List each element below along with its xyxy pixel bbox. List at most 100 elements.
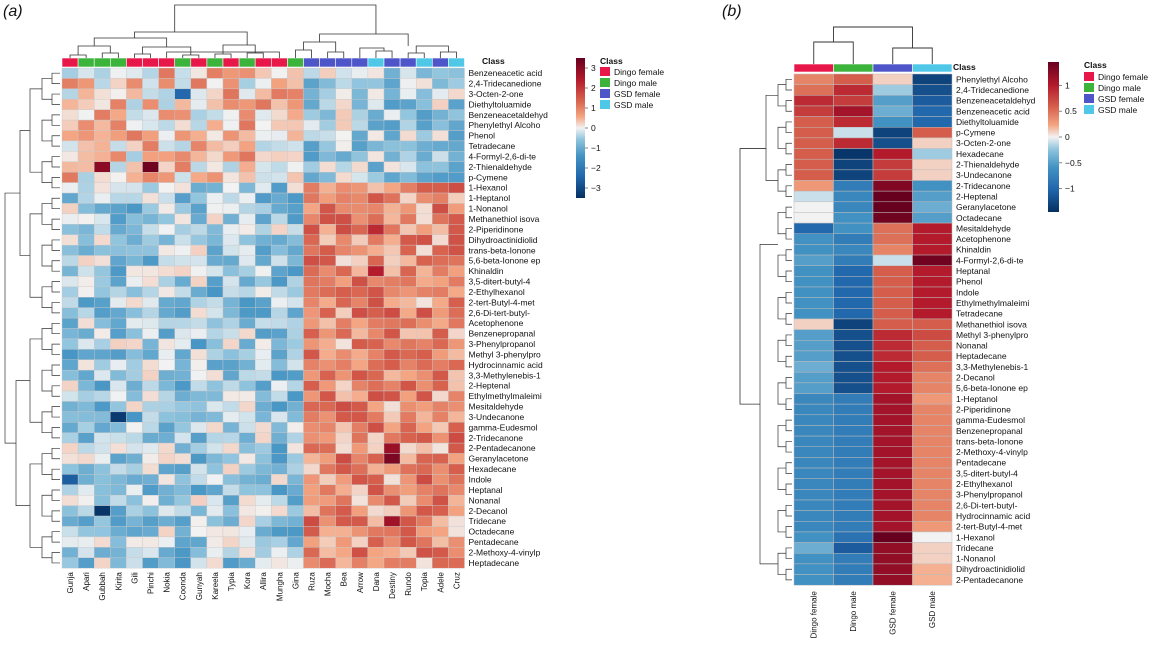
heatmap-cell (351, 411, 369, 423)
heatmap-cell (303, 286, 320, 298)
heatmap-cell (303, 317, 320, 329)
column-dendrogram-branch (375, 50, 393, 58)
row-dendrogram-branch (51, 468, 60, 480)
heatmap-cell (142, 317, 159, 329)
heatmap-cell (303, 255, 320, 267)
heatmap-cell (110, 505, 127, 517)
heatmap-cell (77, 182, 95, 194)
heatmap-cell (335, 99, 353, 110)
heatmap-cell (142, 547, 159, 558)
heatmap-cell (432, 442, 449, 454)
heatmap-cell (793, 158, 834, 171)
row-label: Indole (469, 475, 492, 485)
heatmap-cell (190, 67, 208, 79)
heatmap-cell (222, 359, 240, 371)
heatmap-cell (872, 435, 913, 448)
heatmap-cell (303, 244, 320, 256)
heatmap-cell (61, 203, 79, 215)
heatmap-cell (287, 234, 304, 246)
row-dendrogram-branch (785, 206, 792, 219)
heatmap-cell (335, 547, 353, 558)
row-label: Indole (956, 287, 979, 297)
heatmap-cell (174, 547, 191, 558)
row-dendrogram-branch (41, 494, 52, 517)
heatmap-cell (351, 557, 369, 569)
heatmap-cell (190, 505, 208, 517)
heatmap-cell (190, 422, 208, 433)
heatmap-cell (287, 380, 304, 392)
heatmap-cell (142, 203, 159, 215)
row-label: 5,6-beta-Ionone ep (956, 383, 1028, 393)
heatmap-cell (833, 212, 874, 224)
row-label: 2-Methoxy-4-vinylp (469, 547, 541, 557)
heatmap-cell (303, 547, 320, 558)
heatmap-cell (126, 495, 143, 506)
heatmap-cell (833, 158, 874, 171)
heatmap-cell (206, 297, 224, 308)
heatmap-cell (793, 340, 834, 352)
heatmap-cell (793, 531, 834, 543)
heatmap-cell (238, 557, 256, 569)
heatmap-cell (432, 390, 449, 402)
row-dendrogram-branch (29, 463, 42, 548)
heatmap-cell (872, 265, 913, 277)
heatmap-cell (110, 422, 127, 433)
heatmap-cell (93, 526, 111, 538)
heatmap-cell (303, 349, 320, 360)
heatmap-cell (206, 401, 224, 413)
heatmap-cell (61, 328, 79, 340)
heatmap-cell (872, 457, 913, 469)
colorbar-tick-label: −0.5 (1065, 158, 1082, 168)
heatmap-cell (351, 359, 369, 371)
heatmap-cell (238, 99, 256, 110)
heatmap-cell (110, 224, 127, 235)
heatmap-cell (872, 222, 913, 235)
heatmap-cell (93, 557, 111, 569)
heatmap-cell (190, 442, 208, 454)
heatmap-cell (222, 171, 240, 183)
row-label: Acetophenone (469, 318, 524, 328)
heatmap-cell (126, 474, 143, 486)
heatmap-cell (872, 403, 913, 416)
column-label: Bea (340, 572, 349, 587)
heatmap-cell (174, 213, 191, 225)
heatmap-cell (174, 307, 191, 319)
row-label: Mesitaldehyde (469, 402, 524, 412)
heatmap-cell (367, 328, 385, 340)
heatmap-cell (61, 432, 79, 444)
panel-a-legend-title: Class (600, 56, 623, 66)
row-dendrogram-branch (777, 510, 786, 533)
colorbar-tick-label: −1 (591, 143, 601, 153)
colorbar-tick-label: −2 (591, 163, 601, 173)
heatmap-cell (367, 119, 385, 131)
row-dendrogram-branch (51, 364, 60, 376)
row-label: Acetophenone (956, 234, 1011, 244)
heatmap-cell (399, 140, 417, 152)
heatmap-cell (77, 536, 95, 548)
heatmap-cell (238, 130, 256, 142)
heatmap-cell (142, 536, 159, 548)
heatmap-cell (399, 78, 417, 90)
heatmap-cell (61, 130, 79, 142)
heatmap-cell (271, 255, 288, 267)
class-strip-cell (793, 63, 834, 73)
row-dendrogram-branch (51, 510, 60, 522)
heatmap-cell (303, 401, 320, 413)
heatmap-cell (77, 557, 95, 569)
heatmap-cell (77, 547, 95, 558)
heatmap-cell (142, 192, 159, 204)
legend-swatch (1084, 94, 1094, 103)
heatmap-cell (238, 547, 256, 558)
colorbar-tick-label: 1 (1065, 80, 1070, 90)
heatmap-cell (93, 192, 111, 204)
heatmap-cell (383, 171, 401, 183)
heatmap-cell (872, 574, 913, 586)
heatmap-cell (303, 411, 320, 423)
heatmap-cell (206, 432, 224, 444)
heatmap-cell (383, 140, 401, 152)
heatmap-cell (142, 182, 159, 194)
column-dendrogram-branch (214, 53, 232, 58)
heatmap-cell (222, 140, 240, 152)
heatmap-cell (222, 307, 240, 319)
heatmap-cell (77, 526, 95, 538)
